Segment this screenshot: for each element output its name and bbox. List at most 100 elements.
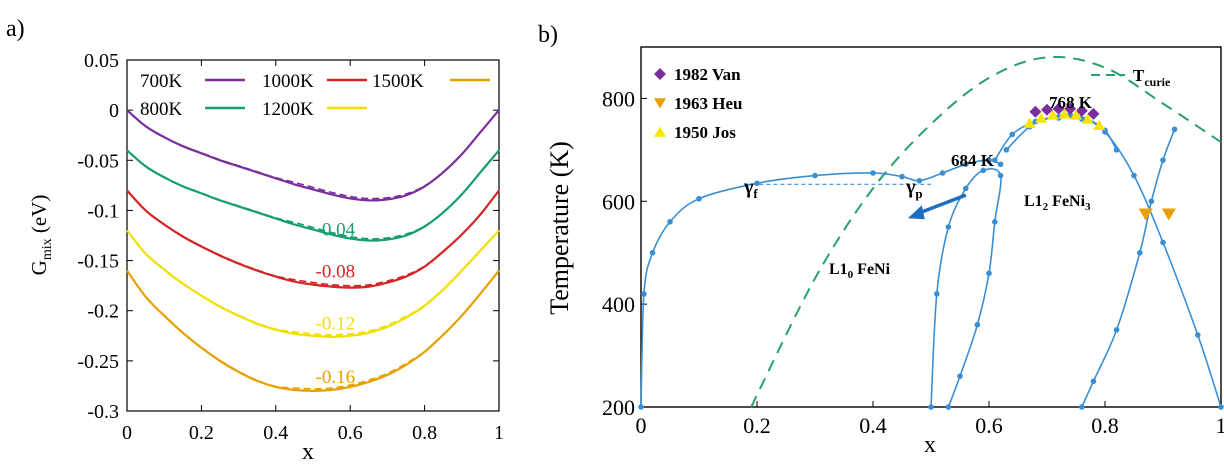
simulation-point <box>928 404 934 410</box>
l10-feni-label: L10 FeNi <box>829 261 891 281</box>
panel-a-y-tick-label: -0.15 <box>77 251 119 273</box>
panel-b-x-tick-label: 0 <box>636 413 647 438</box>
offset-annotation: -0.08 <box>316 262 356 283</box>
simulation-point <box>934 291 940 297</box>
simulation-point <box>1091 378 1097 384</box>
panel-a-y-tick-label: -0.3 <box>87 401 119 423</box>
simulation-point <box>667 219 673 225</box>
offset-annotation: -0.16 <box>316 367 356 388</box>
simulation-point <box>1172 126 1178 132</box>
simulation-point <box>998 161 1004 167</box>
legend-marker-2 <box>654 127 666 137</box>
gamma-f-label: γf <box>743 176 758 201</box>
panel-a-y-tick-label: 0 <box>109 100 119 122</box>
simulation-point <box>975 322 981 328</box>
simulation-point <box>1114 327 1120 333</box>
simulation-point <box>1149 198 1155 204</box>
panel-a-chart: 0 0.2 0.4 0.6 0.8 1 0.05 0 -0.05 -0.1 -0.15 -0.2 -0.… <box>27 50 504 464</box>
simulation-point <box>812 173 818 179</box>
simulation-point <box>696 196 702 202</box>
simulation-point <box>986 270 992 276</box>
panel-a-x-tick-label: 0.8 <box>412 422 437 444</box>
legend-label-1000K: 1000K <box>262 71 314 92</box>
jos-1950-point <box>1093 120 1105 130</box>
l12-peak-boundary <box>1006 115 1116 150</box>
panel-b-chart: 0 0.2 0.4 0.6 0.8 1 200 400 600 800 1982 Van 1963 … <box>545 47 1224 458</box>
simulation-point <box>1137 250 1143 256</box>
legend-label: 1963 Heu <box>674 94 742 113</box>
legend-label-1200K: 1200K <box>262 99 314 120</box>
simulation-point <box>899 174 905 180</box>
panel-a-y-tick-label: -0.25 <box>77 351 119 373</box>
simulation-point <box>870 170 876 176</box>
simulation-point <box>940 170 946 176</box>
panel-a-y-tick-label: 0.05 <box>84 50 119 72</box>
panel-a-x-tick-label: 1 <box>494 422 504 444</box>
simulation-point <box>1160 240 1166 246</box>
simulation-point <box>963 186 969 192</box>
legend-label: 1982 Van <box>674 65 741 84</box>
panel-b-y-tick-label: 800 <box>602 86 635 111</box>
legend-label-1500K: 1500K <box>372 71 424 92</box>
heu-1963-point <box>1162 209 1176 221</box>
simulation-point <box>1079 404 1085 410</box>
panel-a-y-tick-label: -0.05 <box>77 150 119 172</box>
l12-inner-boundary <box>1082 129 1175 407</box>
simulation-point <box>998 173 1004 179</box>
panel-b-x-tick-label: 0.2 <box>743 413 771 438</box>
simulation-point <box>641 291 647 297</box>
series-fit-800K <box>127 150 499 238</box>
simulation-point <box>650 250 656 256</box>
simulation-point <box>1195 332 1201 338</box>
series-line-1000K <box>127 190 499 287</box>
legend-marker-1 <box>654 98 666 108</box>
heu-1963-point <box>1139 209 1153 221</box>
panel-a-x-tick-label: 0.4 <box>263 422 288 444</box>
panel-a-x-tick-label: 0.6 <box>338 422 363 444</box>
panel-b-y-axis-label: Temperature (K) <box>545 141 574 315</box>
panel-a-y-tick-label: -0.1 <box>87 200 119 222</box>
curie-temperature-curve <box>751 57 1221 407</box>
panel-a-x-axis-label: x <box>302 439 314 464</box>
panel-b-x-tick-label: 0.6 <box>975 413 1003 438</box>
panel-b-x-tick-label: 0.4 <box>859 413 887 438</box>
l10-pointer-arrow <box>916 195 966 214</box>
legend-label: 1950 Jos <box>674 123 736 142</box>
l10-pointer-arrowhead <box>908 205 925 219</box>
simulation-point <box>1131 173 1137 179</box>
series-fit-1000K <box>127 190 499 285</box>
simulation-point <box>1009 132 1015 138</box>
simulation-point <box>946 224 952 230</box>
simulation-point <box>1218 404 1224 410</box>
panel-a-x-tick-label: 0.2 <box>189 422 214 444</box>
legend-label-700K: 700K <box>140 71 183 92</box>
panel-b-label: b) <box>538 22 558 48</box>
panel-a-x-tick-label: 0 <box>122 422 132 444</box>
curie-legend-label: Tcurie <box>1133 66 1171 89</box>
l12-feni3-label: L12 FeNi3 <box>1024 193 1091 213</box>
legend-marker-0 <box>654 68 666 80</box>
simulation-point <box>946 404 952 410</box>
panel-b-x-axis-label: x <box>924 432 936 458</box>
gamma-phase-boundary <box>641 160 1001 407</box>
legend-label-800K: 800K <box>140 99 183 120</box>
simulation-point <box>957 373 963 379</box>
panel-b-x-tick-label: 1 <box>1216 413 1224 438</box>
offset-annotation: -0.12 <box>316 314 356 335</box>
simulation-point <box>1004 147 1010 153</box>
simulation-point <box>1114 147 1120 153</box>
l12-outer-boundary <box>995 117 1221 407</box>
panel-b-x-tick-label: 0.8 <box>1091 413 1119 438</box>
panel-a-y-tick-label: -0.2 <box>87 301 119 323</box>
simulation-point <box>1160 157 1166 163</box>
t684-label: 684 K <box>951 151 995 170</box>
offset-annotation: -0.04 <box>316 219 356 240</box>
panel-b-y-tick-label: 400 <box>602 292 635 317</box>
panel-a-y-axis-label: Gmix (eV) <box>27 195 55 276</box>
t768-label: 768 K <box>1049 93 1093 112</box>
panel-b-y-tick-label: 600 <box>602 189 635 214</box>
panel-b-y-tick-label: 200 <box>602 395 635 420</box>
simulation-point <box>992 219 998 225</box>
simulation-point <box>638 404 644 410</box>
